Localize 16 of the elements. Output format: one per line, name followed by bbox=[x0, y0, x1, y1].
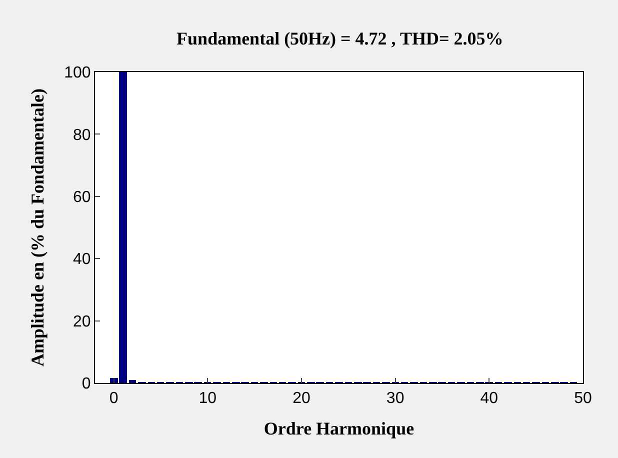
x-tick-label: 30 bbox=[386, 390, 404, 408]
x-tick-label: 10 bbox=[198, 390, 217, 408]
y-tick-label: 100 bbox=[64, 64, 91, 82]
x-tick-label: 0 bbox=[109, 390, 118, 408]
y-tick-label: 80 bbox=[73, 126, 91, 144]
x-axis-title: Ordre Harmonique bbox=[264, 418, 414, 438]
bar bbox=[129, 380, 136, 383]
y-axis-title: Amplitude en (% du Fondamentale) bbox=[27, 88, 48, 367]
y-tick-label: 40 bbox=[73, 251, 91, 268]
x-tick-label: 20 bbox=[292, 390, 310, 408]
y-tick-label: 60 bbox=[73, 189, 91, 206]
chart-title: Fundamental (50Hz) = 4.72 , THD= 2.05% bbox=[176, 28, 504, 49]
x-tick-label: 40 bbox=[480, 390, 498, 408]
y-tick-label: 20 bbox=[73, 313, 91, 330]
y-tick-label: 0 bbox=[82, 376, 91, 393]
x-tick-label: 50 bbox=[574, 390, 592, 408]
